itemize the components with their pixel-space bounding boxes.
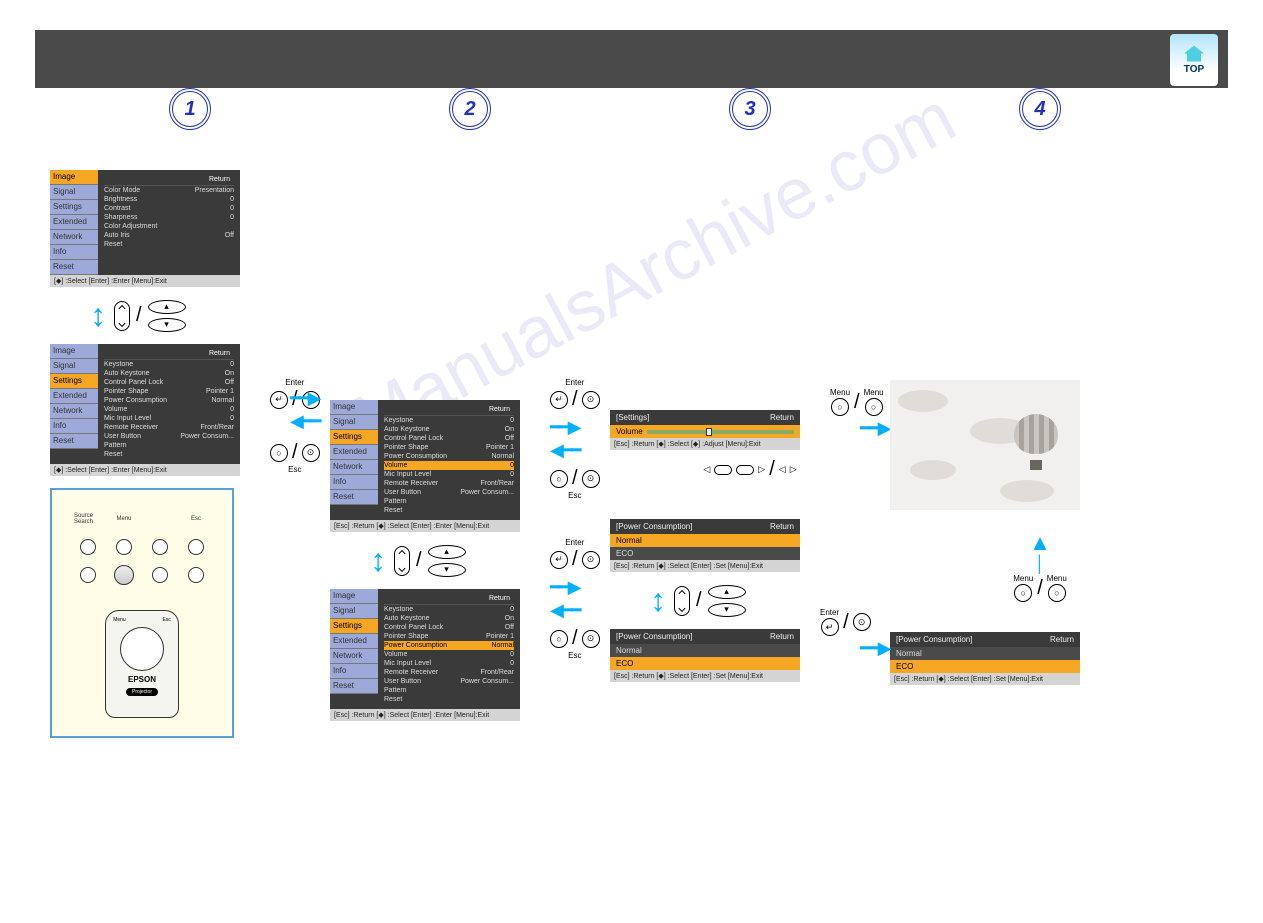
top-home-button[interactable]: TOP	[1170, 34, 1218, 86]
arrow-left-icon: ◀━━	[290, 411, 320, 432]
updown-button-icon	[394, 546, 410, 576]
nav-vertical: ↕ / ▴ ▾	[90, 297, 330, 334]
menu-row: Auto IrisOff	[104, 231, 234, 240]
panel-help-button[interactable]	[188, 567, 204, 583]
esc-button-icon: ○	[270, 444, 288, 462]
settings-menu-2a: Image Signal Settings Extended Network I…	[330, 400, 520, 520]
tab-settings[interactable]: Settings	[50, 200, 98, 215]
top-bar: TOP	[35, 30, 1228, 88]
esc-alt-icon: ⊙	[302, 444, 320, 462]
vertical-arrow-icon: ↕	[370, 542, 386, 579]
balloon-icon	[1014, 414, 1058, 472]
up-rocker-icon: ▴	[148, 300, 186, 314]
menu-tabs: Image Signal Settings Extended Network I…	[50, 170, 98, 275]
tab-signal[interactable]: Signal	[50, 185, 98, 200]
tab-network[interactable]: Network	[50, 404, 98, 419]
down-rocker-icon: ▾	[148, 318, 186, 332]
power-eco[interactable]: ECO	[610, 547, 800, 560]
menu-row: Color ModePresentation	[104, 186, 234, 195]
panel-right-button[interactable]	[152, 567, 168, 583]
vertical-arrow-icon: ↕	[90, 297, 106, 334]
menu-row: Contrast0	[104, 204, 234, 213]
image-menu: Image Signal Settings Extended Network I…	[50, 170, 240, 275]
panel-menu-button[interactable]	[116, 539, 132, 555]
remote-dpad[interactable]	[120, 627, 164, 671]
return-button[interactable]: Return	[209, 350, 230, 357]
menu-footer: [◆] :Select [Enter] :Enter [Menu]:Exit	[50, 275, 240, 287]
tab-image[interactable]: Image	[50, 170, 98, 185]
volume-submenu: [Settings]Return Volume	[610, 410, 800, 438]
projected-image	[890, 380, 1080, 510]
tab-image[interactable]: Image	[50, 344, 98, 359]
tab-settings[interactable]: Settings	[50, 374, 98, 389]
enter-button-icon: ↵	[270, 391, 288, 409]
up-arrow-icon: ▲│	[890, 530, 1190, 574]
tab-info[interactable]: Info	[50, 245, 98, 260]
control-panel-diagram: Source Search Menu Esc MenuEsc EPSON Pro…	[50, 488, 234, 738]
panel-up-button[interactable]	[152, 539, 168, 555]
arrow-right-icon: ━━▶	[290, 388, 320, 409]
menu-row: Color Adjustment	[104, 222, 234, 231]
menu-row: Reset	[104, 240, 234, 249]
home-icon	[1184, 46, 1204, 62]
panel-enter-button[interactable]	[114, 565, 134, 585]
settings-menu-1: Image Signal Settings Extended Network I…	[50, 344, 240, 464]
menu-button-icon: ○	[831, 398, 849, 416]
top-label: TOP	[1184, 64, 1204, 75]
slash: /	[136, 304, 142, 327]
step-badge-3: 3	[729, 88, 771, 130]
lr-buttons: ◁ ▷ / ◁▷	[610, 458, 890, 481]
tab-extended[interactable]: Extended	[50, 389, 98, 404]
return-button[interactable]: Return	[209, 176, 230, 183]
power-submenu-final: [Power Consumption]Return Normal ECO	[890, 632, 1080, 673]
remote-tag: Projector	[126, 688, 158, 696]
tab-reset[interactable]: Reset	[50, 434, 98, 449]
remote-diagram: MenuEsc EPSON Projector	[105, 610, 179, 718]
settings-menu-2b: Image Signal Settings Extended Network I…	[330, 589, 520, 709]
tab-reset[interactable]: Reset	[50, 260, 98, 275]
step-3-column: 3 Enter↵/⊙ ━━▶◀━━ ○/⊙Esc [Settings]Retur…	[610, 88, 890, 682]
image-menu-body: Return Color ModePresentation Brightness…	[98, 170, 240, 275]
panel-source-button[interactable]	[80, 539, 96, 555]
menu-row: Sharpness0	[104, 213, 234, 222]
tab-network[interactable]: Network	[50, 230, 98, 245]
tab-info[interactable]: Info	[50, 419, 98, 434]
page-content: ManualsArchive.com 1 Image Signal Settin…	[0, 88, 1263, 128]
step-badge-2: 2	[449, 88, 491, 130]
power-submenu-eco: [Power Consumption]Return Normal ECO	[610, 629, 800, 670]
remote-logo: EPSON	[128, 675, 156, 684]
step-badge-4: 4	[1019, 88, 1061, 130]
step-badge-1: 1	[169, 88, 211, 130]
panel-left-button[interactable]	[80, 567, 96, 583]
menu-row: Brightness0	[104, 195, 234, 204]
power-normal[interactable]: Normal	[610, 534, 800, 547]
updown-button-icon	[114, 301, 130, 331]
menu-footer: [◆] :Select [Enter] :Enter [Menu]:Exit	[50, 464, 240, 476]
tab-extended[interactable]: Extended	[50, 215, 98, 230]
tab-signal[interactable]: Signal	[50, 359, 98, 374]
step-4-column: 4 Menu○ / Menu○ ━━▶ ▲│ Menu○ / Menu○	[890, 88, 1190, 685]
panel-esc-button[interactable]	[188, 539, 204, 555]
volume-slider-row[interactable]: Volume	[610, 425, 800, 438]
power-submenu-normal: [Power Consumption]Return Normal ECO	[610, 519, 800, 560]
